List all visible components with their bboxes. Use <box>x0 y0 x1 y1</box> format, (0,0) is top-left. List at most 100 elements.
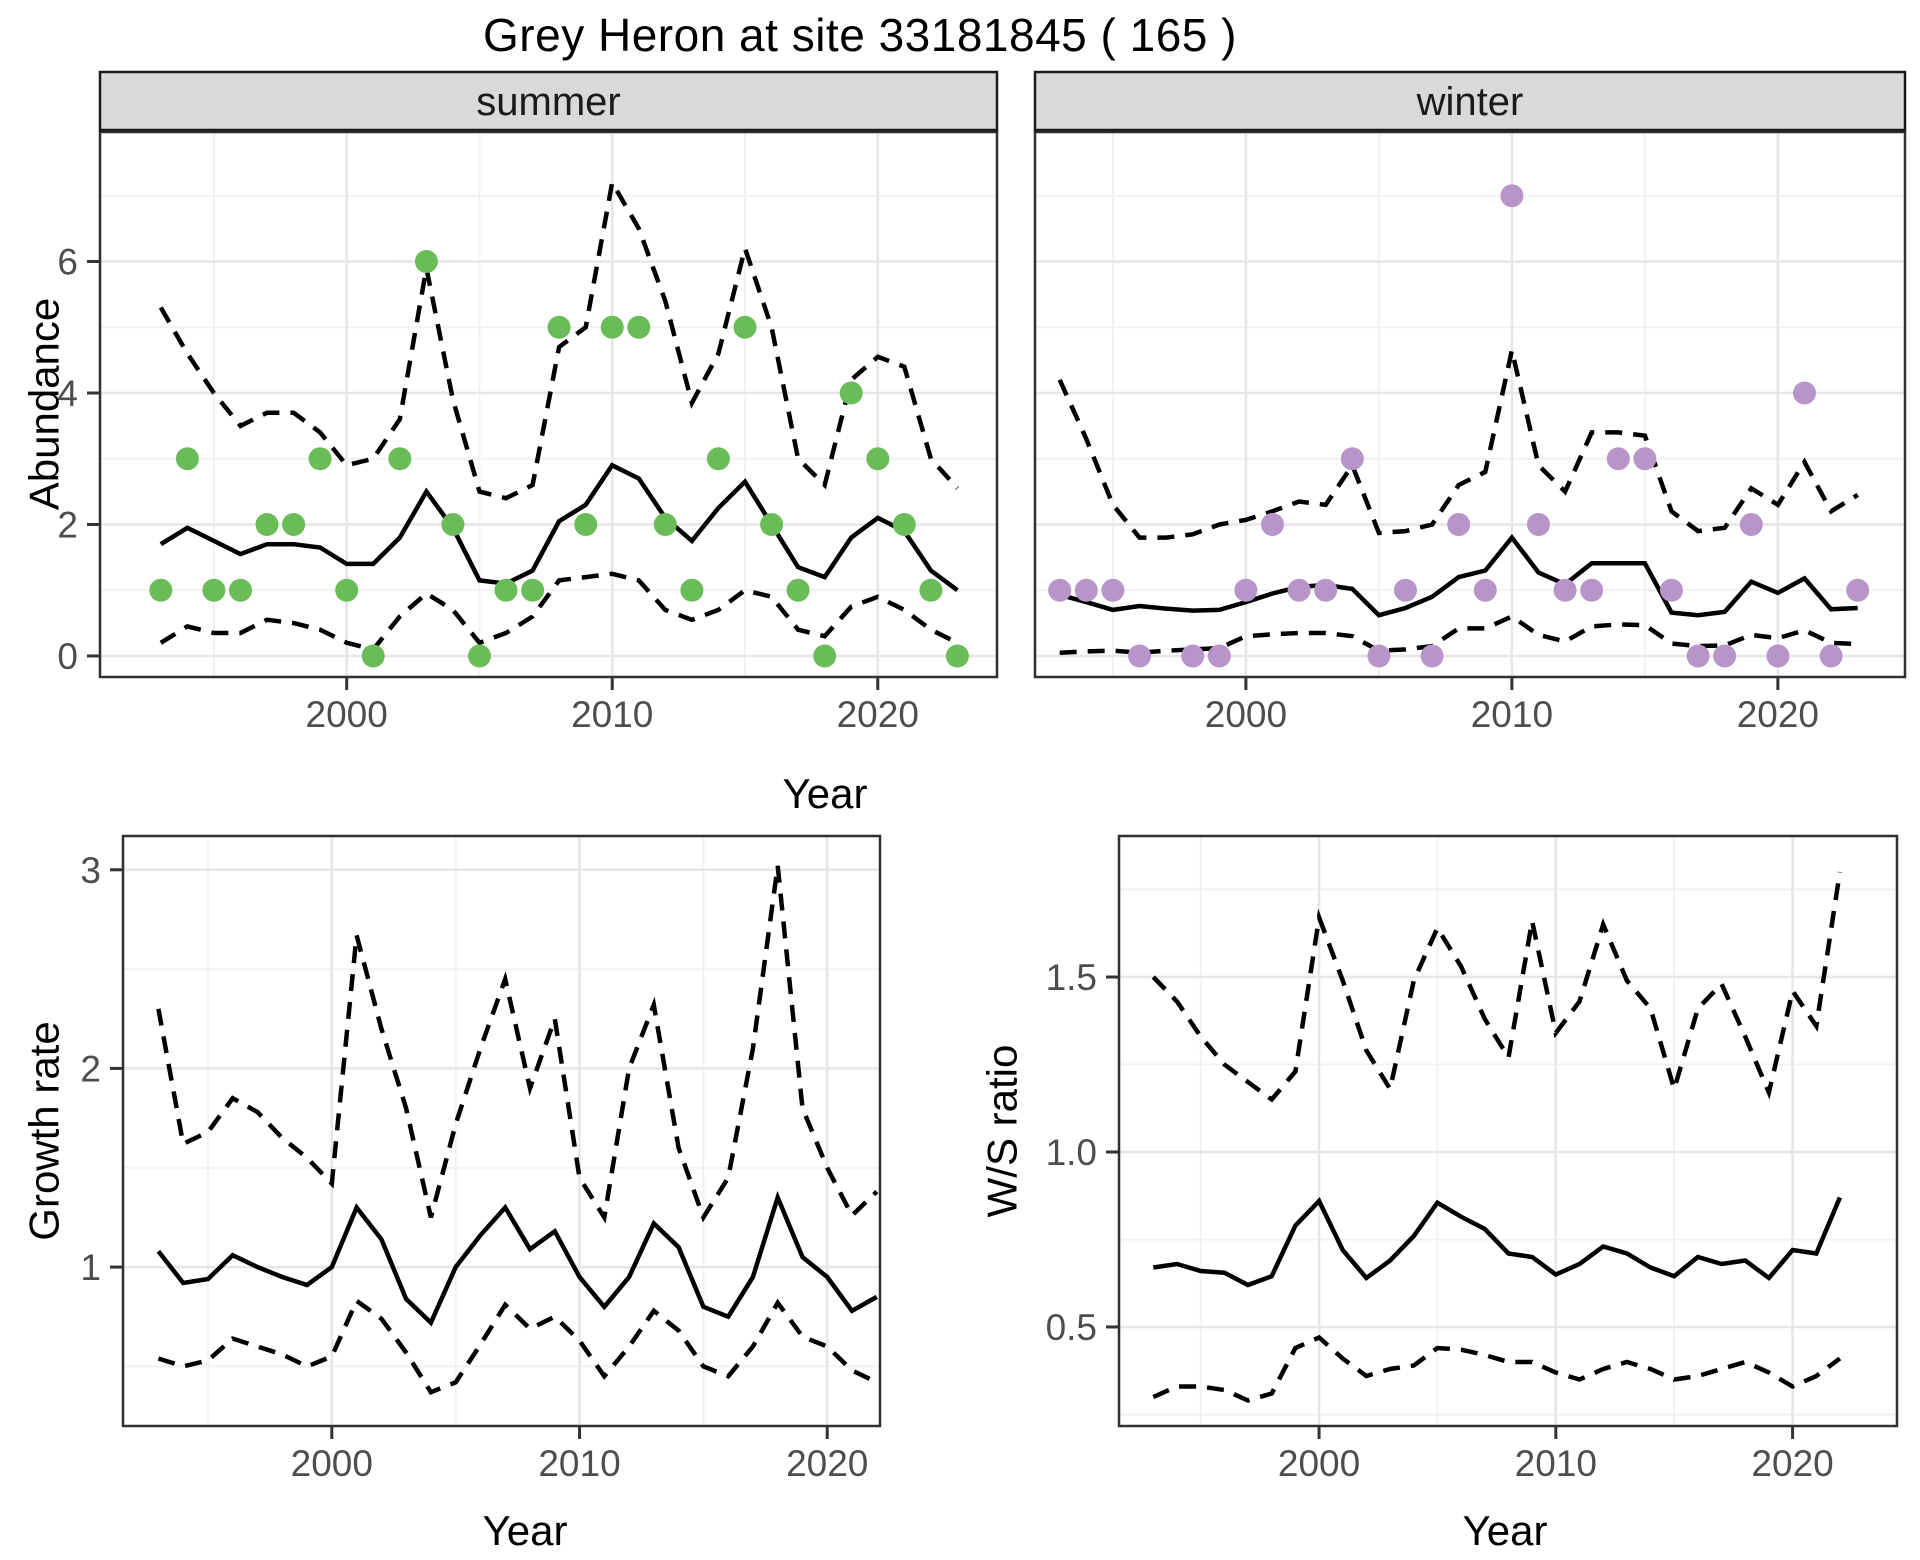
data-point <box>1207 644 1231 668</box>
data-point <box>1394 578 1417 602</box>
panel-abundance-summer: summer 2000 2010 2020 0 2 4 6 <box>57 70 999 735</box>
x-tick-label: 2020 <box>1737 694 1819 735</box>
panel-ws-ratio: 2000 2010 2020 0.5 1.0 1.5 <box>1046 834 1899 1484</box>
x-tick-label: 2010 <box>538 1443 620 1484</box>
y-tick-label: 1.0 <box>1046 1132 1097 1173</box>
growth-rate-median-line <box>156 1190 878 1327</box>
data-point <box>919 578 943 602</box>
data-point <box>468 644 491 668</box>
data-point <box>866 447 890 471</box>
panel-background <box>1035 132 1905 677</box>
y-tick-label: 2 <box>80 1048 101 1089</box>
panel-background <box>1119 836 1897 1426</box>
x-tick-label: 2000 <box>1205 694 1287 735</box>
abundance-summer-lower-ci-line <box>159 571 959 652</box>
data-point <box>1473 578 1497 602</box>
y-tick-label: 6 <box>57 242 78 283</box>
y-tick-label: 0 <box>57 636 78 677</box>
growth-rate-upper-ci-line <box>156 865 879 1224</box>
data-point <box>1048 578 1072 602</box>
ws-ratio-upper-ci-line <box>1151 871 1843 1103</box>
data-point <box>760 513 784 536</box>
data-point <box>813 644 837 668</box>
data-point <box>441 513 465 536</box>
data-point <box>175 447 199 471</box>
data-point <box>1606 447 1630 471</box>
facet-strip-summer <box>98 70 999 132</box>
data-point <box>1367 644 1391 668</box>
panel-border <box>1117 834 1899 1428</box>
y-tick-label: 1.5 <box>1046 957 1097 998</box>
data-point <box>574 513 598 536</box>
data-point <box>1500 184 1524 208</box>
data-point <box>255 513 279 536</box>
abundance-summer-median-line <box>159 462 959 593</box>
data-point <box>1819 644 1843 668</box>
abundance-summer-upper-ci-line <box>158 176 960 501</box>
data-point <box>706 447 730 471</box>
data-point <box>1527 513 1550 536</box>
growth-rate-lower-ci-line <box>157 1297 878 1395</box>
data-point <box>521 578 545 602</box>
data-point <box>1686 644 1710 668</box>
data-point <box>414 250 438 273</box>
facet-strip-label: winter <box>1416 80 1524 124</box>
data-point <box>361 644 385 668</box>
x-tick-label: 2010 <box>571 694 653 735</box>
data-point <box>1287 578 1311 602</box>
data-point <box>653 513 677 536</box>
data-point <box>229 578 252 602</box>
ws-ratio-lower-ci-line <box>1152 1334 1842 1403</box>
panel-border <box>98 130 999 679</box>
x-tick-label: 2020 <box>1751 1443 1833 1484</box>
data-point <box>1420 644 1444 668</box>
data-point <box>600 315 624 339</box>
abundance-summer-points <box>149 250 969 668</box>
data-point <box>1713 644 1737 668</box>
ws-ratio-median-line <box>1152 1196 1842 1288</box>
data-point <box>1074 578 1098 602</box>
y-axis-title-growth-rate: Growth rate <box>21 1021 68 1240</box>
data-point <box>1739 513 1763 536</box>
abundance-winter-median-line <box>1059 533 1858 618</box>
data-point <box>1553 578 1577 602</box>
x-tick-label: 2010 <box>1515 1443 1597 1484</box>
y-tick-label: 3 <box>80 850 101 891</box>
abundance-winter-upper-ci-line <box>1057 349 1859 540</box>
y-axis-title-abundance: Abundance <box>21 298 68 511</box>
data-point <box>335 578 359 602</box>
plot-title: Grey Heron at site 33181845 ( 165 ) <box>483 9 1237 61</box>
data-point <box>680 578 704 602</box>
panel-background <box>123 836 880 1426</box>
x-tick-label: 2000 <box>1278 1443 1360 1484</box>
abundance-winter-points <box>1048 184 1870 668</box>
panel-border <box>121 834 882 1428</box>
y-axis-title-ws-ratio: W/S ratio <box>979 1045 1026 1218</box>
data-point <box>1128 644 1151 668</box>
x-tick-label: 2000 <box>291 1443 373 1484</box>
data-point <box>839 381 863 405</box>
data-point <box>388 447 412 471</box>
x-tick-label: 2020 <box>837 694 919 735</box>
x-tick-label: 2010 <box>1471 694 1553 735</box>
data-point <box>1261 513 1284 536</box>
y-tick-label: 4 <box>57 373 78 414</box>
y-tick-label: 1 <box>80 1247 101 1288</box>
data-point <box>1633 447 1657 471</box>
data-point <box>1766 644 1790 668</box>
x-axis-title-year-top: Year <box>783 770 868 817</box>
y-tick-label: 0.5 <box>1046 1307 1097 1348</box>
data-point <box>1101 578 1125 602</box>
x-tick-label: 2020 <box>786 1443 868 1484</box>
data-point <box>892 513 916 536</box>
data-point <box>786 578 810 602</box>
x-axis-title-year-growth: Year <box>483 1507 568 1554</box>
data-point <box>1340 447 1364 471</box>
data-point <box>1580 578 1604 602</box>
data-point <box>1793 381 1816 405</box>
y-tick-label: 2 <box>57 504 78 545</box>
data-point <box>733 315 757 339</box>
facet-strip-label: summer <box>476 80 620 124</box>
